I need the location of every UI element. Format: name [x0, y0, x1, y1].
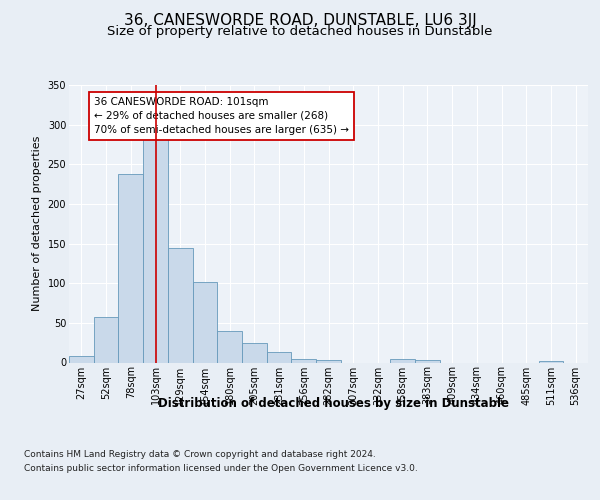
Bar [143, 132, 168, 362]
Bar [168, 248, 193, 362]
Bar [242, 342, 267, 362]
Bar [292, 358, 316, 362]
Text: Size of property relative to detached houses in Dunstable: Size of property relative to detached ho… [107, 25, 493, 38]
Text: Distribution of detached houses by size in Dunstable: Distribution of detached houses by size … [158, 398, 509, 410]
Text: Contains HM Land Registry data © Crown copyright and database right 2024.: Contains HM Land Registry data © Crown c… [24, 450, 376, 459]
Bar [118, 174, 143, 362]
Bar [94, 318, 118, 362]
Bar [316, 360, 341, 362]
Y-axis label: Number of detached properties: Number of detached properties [32, 136, 42, 312]
Bar [267, 352, 292, 362]
Text: 36, CANESWORDE ROAD, DUNSTABLE, LU6 3JJ: 36, CANESWORDE ROAD, DUNSTABLE, LU6 3JJ [124, 12, 476, 28]
Bar [193, 282, 217, 362]
Bar [217, 331, 242, 362]
Bar [539, 361, 563, 362]
Bar [415, 360, 440, 362]
Bar [69, 356, 94, 362]
Bar [390, 360, 415, 362]
Text: 36 CANESWORDE ROAD: 101sqm
← 29% of detached houses are smaller (268)
70% of sem: 36 CANESWORDE ROAD: 101sqm ← 29% of deta… [94, 97, 349, 135]
Text: Contains public sector information licensed under the Open Government Licence v3: Contains public sector information licen… [24, 464, 418, 473]
